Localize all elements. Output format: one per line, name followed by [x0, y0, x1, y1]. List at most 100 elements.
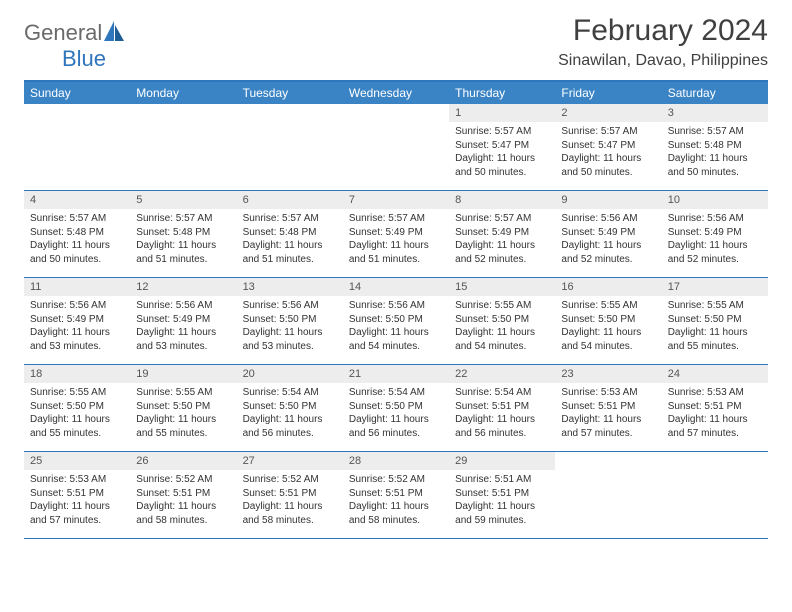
day-details: Sunrise: 5:51 AMSunset: 5:51 PMDaylight:…	[449, 470, 555, 531]
day-number: 17	[662, 278, 768, 296]
day-details: Sunrise: 5:56 AMSunset: 5:50 PMDaylight:…	[237, 296, 343, 357]
day-details: Sunrise: 5:54 AMSunset: 5:50 PMDaylight:…	[343, 383, 449, 444]
day-details: Sunrise: 5:52 AMSunset: 5:51 PMDaylight:…	[237, 470, 343, 531]
calendar-cell: 19Sunrise: 5:55 AMSunset: 5:50 PMDayligh…	[130, 365, 236, 451]
calendar-cell: 7Sunrise: 5:57 AMSunset: 5:49 PMDaylight…	[343, 191, 449, 277]
day-header: Wednesday	[343, 82, 449, 104]
day-number: 8	[449, 191, 555, 209]
day-number: 24	[662, 365, 768, 383]
day-number: 5	[130, 191, 236, 209]
calendar-cell	[24, 104, 130, 190]
day-number: 26	[130, 452, 236, 470]
day-number: 20	[237, 365, 343, 383]
day-details: Sunrise: 5:52 AMSunset: 5:51 PMDaylight:…	[343, 470, 449, 531]
day-number: 14	[343, 278, 449, 296]
day-details: Sunrise: 5:57 AMSunset: 5:47 PMDaylight:…	[555, 122, 661, 183]
day-header: Saturday	[662, 82, 768, 104]
day-number: 4	[24, 191, 130, 209]
day-details: Sunrise: 5:57 AMSunset: 5:48 PMDaylight:…	[24, 209, 130, 270]
calendar-cell: 23Sunrise: 5:53 AMSunset: 5:51 PMDayligh…	[555, 365, 661, 451]
calendar-week: 18Sunrise: 5:55 AMSunset: 5:50 PMDayligh…	[24, 365, 768, 452]
calendar-cell: 2Sunrise: 5:57 AMSunset: 5:47 PMDaylight…	[555, 104, 661, 190]
calendar-cell: 4Sunrise: 5:57 AMSunset: 5:48 PMDaylight…	[24, 191, 130, 277]
day-details: Sunrise: 5:57 AMSunset: 5:48 PMDaylight:…	[130, 209, 236, 270]
day-details: Sunrise: 5:55 AMSunset: 5:50 PMDaylight:…	[130, 383, 236, 444]
day-number: 25	[24, 452, 130, 470]
day-number: 13	[237, 278, 343, 296]
calendar-cell	[662, 452, 768, 538]
day-details: Sunrise: 5:55 AMSunset: 5:50 PMDaylight:…	[24, 383, 130, 444]
calendar-cell: 18Sunrise: 5:55 AMSunset: 5:50 PMDayligh…	[24, 365, 130, 451]
day-details: Sunrise: 5:54 AMSunset: 5:50 PMDaylight:…	[237, 383, 343, 444]
day-header: Friday	[555, 82, 661, 104]
day-number: 27	[237, 452, 343, 470]
calendar-cell: 21Sunrise: 5:54 AMSunset: 5:50 PMDayligh…	[343, 365, 449, 451]
day-details: Sunrise: 5:53 AMSunset: 5:51 PMDaylight:…	[555, 383, 661, 444]
calendar-cell: 14Sunrise: 5:56 AMSunset: 5:50 PMDayligh…	[343, 278, 449, 364]
calendar-cell: 5Sunrise: 5:57 AMSunset: 5:48 PMDaylight…	[130, 191, 236, 277]
calendar-cell: 9Sunrise: 5:56 AMSunset: 5:49 PMDaylight…	[555, 191, 661, 277]
day-details: Sunrise: 5:57 AMSunset: 5:47 PMDaylight:…	[449, 122, 555, 183]
day-details: Sunrise: 5:54 AMSunset: 5:51 PMDaylight:…	[449, 383, 555, 444]
day-details: Sunrise: 5:52 AMSunset: 5:51 PMDaylight:…	[130, 470, 236, 531]
calendar-week: 1Sunrise: 5:57 AMSunset: 5:47 PMDaylight…	[24, 104, 768, 191]
day-details: Sunrise: 5:53 AMSunset: 5:51 PMDaylight:…	[662, 383, 768, 444]
day-number: 15	[449, 278, 555, 296]
calendar-cell: 26Sunrise: 5:52 AMSunset: 5:51 PMDayligh…	[130, 452, 236, 538]
day-number: 10	[662, 191, 768, 209]
day-details: Sunrise: 5:55 AMSunset: 5:50 PMDaylight:…	[555, 296, 661, 357]
day-number: 28	[343, 452, 449, 470]
day-number: 22	[449, 365, 555, 383]
page-header: General Blue February 2024 Sinawilan, Da…	[24, 14, 768, 70]
day-details: Sunrise: 5:56 AMSunset: 5:49 PMDaylight:…	[130, 296, 236, 357]
calendar-cell: 22Sunrise: 5:54 AMSunset: 5:51 PMDayligh…	[449, 365, 555, 451]
day-header: Thursday	[449, 82, 555, 104]
location-text: Sinawilan, Davao, Philippines	[558, 52, 768, 70]
day-number: 16	[555, 278, 661, 296]
calendar-cell: 8Sunrise: 5:57 AMSunset: 5:49 PMDaylight…	[449, 191, 555, 277]
calendar-cell: 16Sunrise: 5:55 AMSunset: 5:50 PMDayligh…	[555, 278, 661, 364]
day-details: Sunrise: 5:53 AMSunset: 5:51 PMDaylight:…	[24, 470, 130, 531]
calendar-cell: 25Sunrise: 5:53 AMSunset: 5:51 PMDayligh…	[24, 452, 130, 538]
header-right: February 2024 Sinawilan, Davao, Philippi…	[558, 14, 768, 70]
calendar-body: 1Sunrise: 5:57 AMSunset: 5:47 PMDaylight…	[24, 104, 768, 539]
day-details: Sunrise: 5:56 AMSunset: 5:50 PMDaylight:…	[343, 296, 449, 357]
calendar-cell: 29Sunrise: 5:51 AMSunset: 5:51 PMDayligh…	[449, 452, 555, 538]
day-details: Sunrise: 5:57 AMSunset: 5:48 PMDaylight:…	[662, 122, 768, 183]
calendar-cell: 11Sunrise: 5:56 AMSunset: 5:49 PMDayligh…	[24, 278, 130, 364]
day-details: Sunrise: 5:56 AMSunset: 5:49 PMDaylight:…	[662, 209, 768, 270]
calendar-cell: 20Sunrise: 5:54 AMSunset: 5:50 PMDayligh…	[237, 365, 343, 451]
day-header: Tuesday	[237, 82, 343, 104]
calendar-cell	[130, 104, 236, 190]
calendar-week: 4Sunrise: 5:57 AMSunset: 5:48 PMDaylight…	[24, 191, 768, 278]
day-number: 18	[24, 365, 130, 383]
calendar-cell: 17Sunrise: 5:55 AMSunset: 5:50 PMDayligh…	[662, 278, 768, 364]
calendar-cell: 3Sunrise: 5:57 AMSunset: 5:48 PMDaylight…	[662, 104, 768, 190]
day-number: 21	[343, 365, 449, 383]
calendar-cell: 28Sunrise: 5:52 AMSunset: 5:51 PMDayligh…	[343, 452, 449, 538]
day-number: 9	[555, 191, 661, 209]
day-number: 2	[555, 104, 661, 122]
day-number: 1	[449, 104, 555, 122]
calendar-week: 25Sunrise: 5:53 AMSunset: 5:51 PMDayligh…	[24, 452, 768, 539]
day-number: 7	[343, 191, 449, 209]
day-number: 23	[555, 365, 661, 383]
month-title: February 2024	[558, 14, 768, 48]
day-details: Sunrise: 5:57 AMSunset: 5:49 PMDaylight:…	[343, 209, 449, 270]
logo-blue: Blue	[24, 40, 106, 72]
calendar-cell: 27Sunrise: 5:52 AMSunset: 5:51 PMDayligh…	[237, 452, 343, 538]
day-header: Monday	[130, 82, 236, 104]
day-number: 11	[24, 278, 130, 296]
day-number: 6	[237, 191, 343, 209]
day-details: Sunrise: 5:56 AMSunset: 5:49 PMDaylight:…	[24, 296, 130, 357]
day-details: Sunrise: 5:55 AMSunset: 5:50 PMDaylight:…	[449, 296, 555, 357]
calendar-cell	[555, 452, 661, 538]
calendar-cell: 10Sunrise: 5:56 AMSunset: 5:49 PMDayligh…	[662, 191, 768, 277]
day-header-row: SundayMondayTuesdayWednesdayThursdayFrid…	[24, 82, 768, 104]
calendar-cell: 1Sunrise: 5:57 AMSunset: 5:47 PMDaylight…	[449, 104, 555, 190]
calendar-page: General Blue February 2024 Sinawilan, Da…	[0, 0, 792, 539]
calendar-cell	[237, 104, 343, 190]
day-number: 19	[130, 365, 236, 383]
day-number: 12	[130, 278, 236, 296]
calendar-cell: 15Sunrise: 5:55 AMSunset: 5:50 PMDayligh…	[449, 278, 555, 364]
